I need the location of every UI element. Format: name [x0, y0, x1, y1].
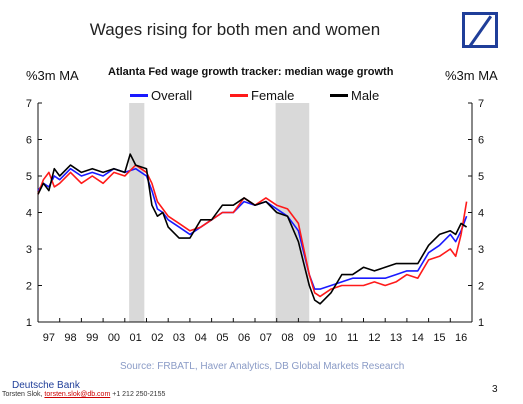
- footer-email-link[interactable]: torsten.slok@db.com: [44, 391, 111, 398]
- x-tick-label: 13: [390, 332, 402, 344]
- page-number: 3: [492, 384, 498, 395]
- y-tick-label-left: 6: [26, 135, 32, 147]
- x-tick-label: 05: [216, 332, 228, 344]
- source-note: Source: FRBATL, Haver Analytics, DB Glob…: [120, 361, 405, 372]
- footer-author: Torsten Slok, torsten.slok@db.com +1 212…: [2, 391, 165, 398]
- x-tick-label: 08: [281, 332, 293, 344]
- slide-title: Wages rising for both men and women: [89, 20, 381, 39]
- y-tick-label-right: 1: [478, 317, 484, 329]
- footer-phone: +1 212 250-2155: [110, 391, 166, 398]
- y-tick-label-right: 4: [478, 208, 484, 220]
- y-tick-label-left: 1: [26, 317, 32, 329]
- footer-bank-name: Deutsche Bank: [12, 380, 80, 391]
- x-tick-label: 07: [260, 332, 272, 344]
- y-axis-label-right: %3m MA: [445, 68, 498, 83]
- x-tick-label: 01: [130, 332, 142, 344]
- series-line-female: [37, 164, 468, 298]
- x-tick-label: 06: [238, 332, 250, 344]
- legend-label-overall: Overall: [151, 88, 193, 103]
- y-tick-label-right: 7: [478, 98, 484, 110]
- x-tick-label: 12: [368, 332, 380, 344]
- x-tick-label: 15: [433, 332, 445, 344]
- series-line-male: [37, 153, 468, 305]
- deutsche-bank-logo: [462, 12, 498, 48]
- x-tick-label: 99: [86, 332, 98, 344]
- series-line-overall: [37, 167, 468, 290]
- legend-label-male: Male: [351, 88, 380, 103]
- y-tick-label-right: 6: [478, 135, 484, 147]
- legend-swatch-male: [330, 94, 348, 97]
- legend-item-overall: Overall: [130, 88, 192, 103]
- x-tick-label: 04: [195, 332, 207, 344]
- x-tick-label: 97: [43, 332, 55, 344]
- y-tick-label-left: 3: [26, 244, 32, 256]
- chart-title: Atlanta Fed wage growth tracker: median …: [108, 66, 394, 78]
- x-tick-label: 16: [455, 332, 467, 344]
- x-tick-label: 14: [412, 332, 424, 344]
- footer-author-name: Torsten Slok,: [2, 391, 45, 398]
- x-tick-label: 11: [347, 332, 358, 344]
- y-tick-label-left: 2: [26, 281, 32, 293]
- x-tick-label: 03: [173, 332, 185, 344]
- y-tick-label-left: 5: [26, 171, 32, 183]
- y-tick-label-left: 4: [26, 208, 32, 220]
- x-tick-label: 10: [325, 332, 337, 344]
- legend-item-male: Male: [330, 88, 379, 103]
- recession-band-0: [129, 103, 145, 322]
- y-axis-label-left: %3m MA: [26, 68, 79, 83]
- x-tick-label: 00: [108, 332, 120, 344]
- y-tick-label-left: 7: [26, 98, 32, 110]
- y-tick-label-right: 3: [478, 244, 484, 256]
- x-tick-label: 02: [151, 332, 163, 344]
- x-tick-label: 98: [64, 332, 76, 344]
- y-tick-label-right: 5: [478, 171, 484, 183]
- x-tick-label: 09: [303, 332, 315, 344]
- legend-swatch-overall: [130, 94, 148, 97]
- legend-label-female: Female: [251, 88, 295, 103]
- legend-item-female: Female: [230, 88, 294, 103]
- legend-swatch-female: [230, 94, 248, 97]
- y-tick-label-right: 2: [478, 281, 484, 293]
